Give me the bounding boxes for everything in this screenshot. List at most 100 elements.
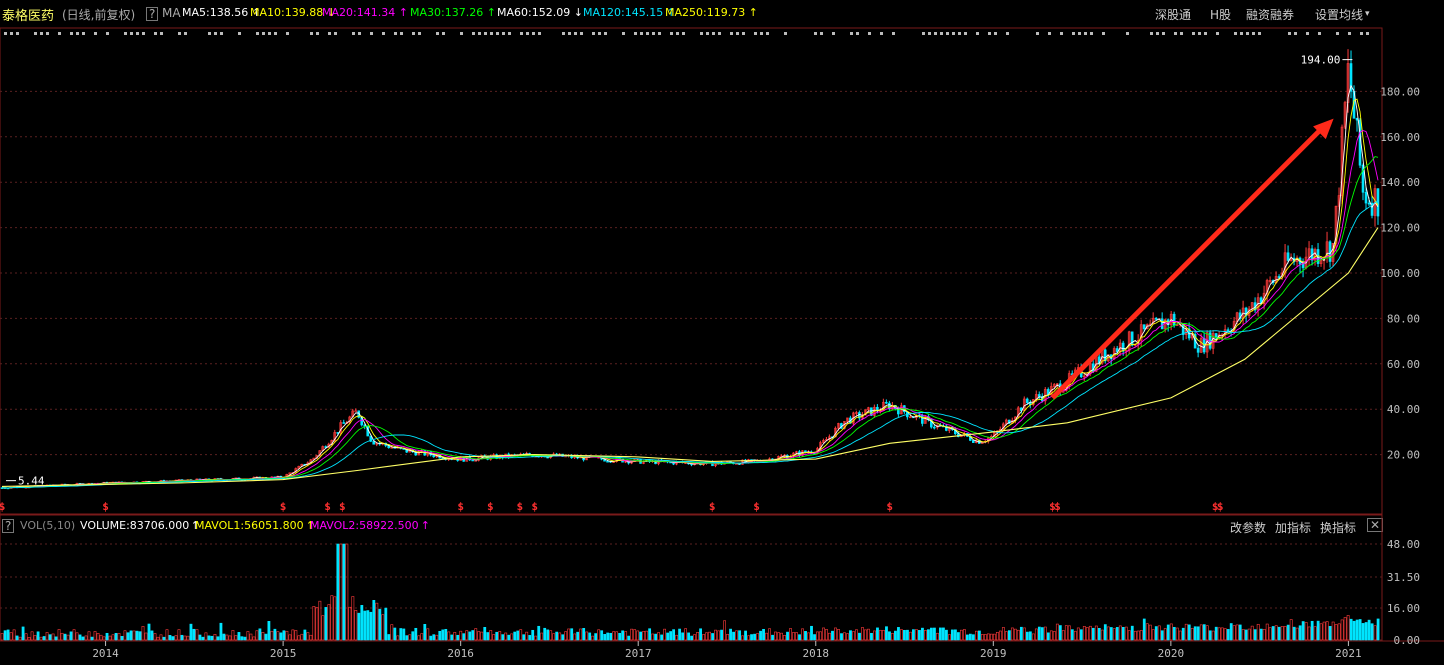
volume-bar bbox=[115, 633, 117, 640]
volume-bar bbox=[1002, 627, 1004, 640]
volume-bar bbox=[762, 629, 764, 640]
volume-bar bbox=[750, 635, 752, 640]
event-dot bbox=[634, 32, 637, 35]
volume-bar bbox=[649, 629, 651, 640]
candle-body bbox=[1038, 394, 1040, 396]
candle-body bbox=[1278, 277, 1280, 278]
event-dot bbox=[106, 32, 109, 35]
volume-bar bbox=[1071, 630, 1073, 640]
volume-bar bbox=[259, 629, 261, 640]
volume-bar bbox=[223, 634, 225, 640]
volume-bar bbox=[199, 635, 201, 640]
time-tick-label: 2018 bbox=[803, 647, 830, 660]
volume-bar bbox=[187, 636, 189, 640]
candle-body bbox=[1161, 319, 1163, 329]
volume-bar bbox=[741, 636, 743, 640]
event-dot bbox=[1048, 32, 1051, 35]
event-dot bbox=[208, 32, 211, 35]
volume-bar bbox=[358, 613, 360, 640]
volume-bar bbox=[46, 632, 48, 640]
event-dot bbox=[352, 32, 355, 35]
event-dot bbox=[238, 32, 241, 35]
event-dot bbox=[994, 32, 997, 35]
volume-bar bbox=[1041, 628, 1043, 640]
volume-bar bbox=[523, 635, 525, 640]
volume-bar bbox=[861, 627, 863, 640]
event-dot bbox=[490, 32, 493, 35]
volume-bar bbox=[448, 632, 450, 640]
volume-bar bbox=[1287, 625, 1289, 640]
volume-bar bbox=[1152, 630, 1154, 640]
volume-bar bbox=[1269, 628, 1271, 640]
volume-bar bbox=[310, 635, 312, 640]
volume-bar bbox=[58, 630, 60, 640]
event-dot bbox=[574, 32, 577, 35]
volume-bar bbox=[640, 632, 642, 640]
volume-bar bbox=[1368, 620, 1370, 640]
volume-bar bbox=[37, 632, 39, 640]
signal-mark: $ bbox=[280, 500, 287, 513]
volume-bar bbox=[43, 636, 45, 640]
volume-bar bbox=[49, 635, 51, 640]
volume-bar bbox=[873, 631, 875, 640]
volume-bar bbox=[960, 630, 962, 640]
volume-bar bbox=[903, 630, 905, 640]
price-tick-label: 20.00 bbox=[1387, 449, 1420, 462]
event-dot bbox=[1240, 32, 1243, 35]
volume-bar bbox=[744, 631, 746, 640]
price-panel-frame bbox=[0, 28, 1382, 514]
volume-bar bbox=[834, 628, 836, 640]
event-dot bbox=[370, 32, 373, 35]
volume-bar bbox=[670, 631, 672, 640]
volume-bar bbox=[1290, 620, 1292, 640]
signal-mark: $ bbox=[102, 500, 109, 513]
volume-bar bbox=[361, 605, 363, 640]
volume-bar bbox=[571, 629, 573, 640]
volume-bar bbox=[487, 632, 489, 640]
event-dot bbox=[328, 32, 331, 35]
event-dot bbox=[382, 32, 385, 35]
volume-bar bbox=[1164, 629, 1166, 640]
volume-bar bbox=[1044, 627, 1046, 640]
volume-bar bbox=[870, 633, 872, 640]
event-dot bbox=[940, 32, 943, 35]
volume-bar bbox=[565, 632, 567, 640]
volume-bar bbox=[996, 632, 998, 640]
volume-bar bbox=[948, 635, 950, 640]
volume-bar bbox=[475, 629, 477, 640]
event-dot bbox=[502, 32, 505, 35]
volume-bar bbox=[685, 629, 687, 640]
event-dot bbox=[934, 32, 937, 35]
volume-bar bbox=[490, 630, 492, 640]
event-dot bbox=[658, 32, 661, 35]
volume-bar bbox=[220, 623, 222, 640]
volume-bar bbox=[699, 629, 701, 640]
volume-bar bbox=[349, 607, 351, 640]
volume-bar bbox=[1188, 625, 1190, 640]
volume-bar bbox=[481, 632, 483, 640]
volume-bar bbox=[1362, 623, 1364, 640]
volume-bar bbox=[756, 634, 758, 640]
volume-bar bbox=[1251, 626, 1253, 640]
volume-bar bbox=[517, 631, 519, 640]
volume-bar bbox=[466, 631, 468, 640]
volume-bar bbox=[61, 633, 63, 640]
event-dot bbox=[742, 32, 745, 35]
event-dot bbox=[562, 32, 565, 35]
volume-bar bbox=[1014, 629, 1016, 640]
volume-bar bbox=[1110, 627, 1112, 640]
volume-bar bbox=[250, 634, 252, 640]
volume-bar bbox=[1344, 617, 1346, 640]
volume-bar bbox=[978, 631, 980, 640]
volume-bar bbox=[211, 636, 213, 640]
time-tick-label: 2014 bbox=[92, 647, 119, 660]
volume-bar bbox=[421, 634, 423, 640]
event-dot bbox=[1246, 32, 1249, 35]
candle-body bbox=[1173, 314, 1175, 325]
volume-bar bbox=[319, 601, 321, 640]
volume-bar bbox=[478, 631, 480, 640]
event-dot bbox=[4, 32, 7, 35]
volume-bar bbox=[397, 636, 399, 640]
event-dot bbox=[286, 32, 289, 35]
